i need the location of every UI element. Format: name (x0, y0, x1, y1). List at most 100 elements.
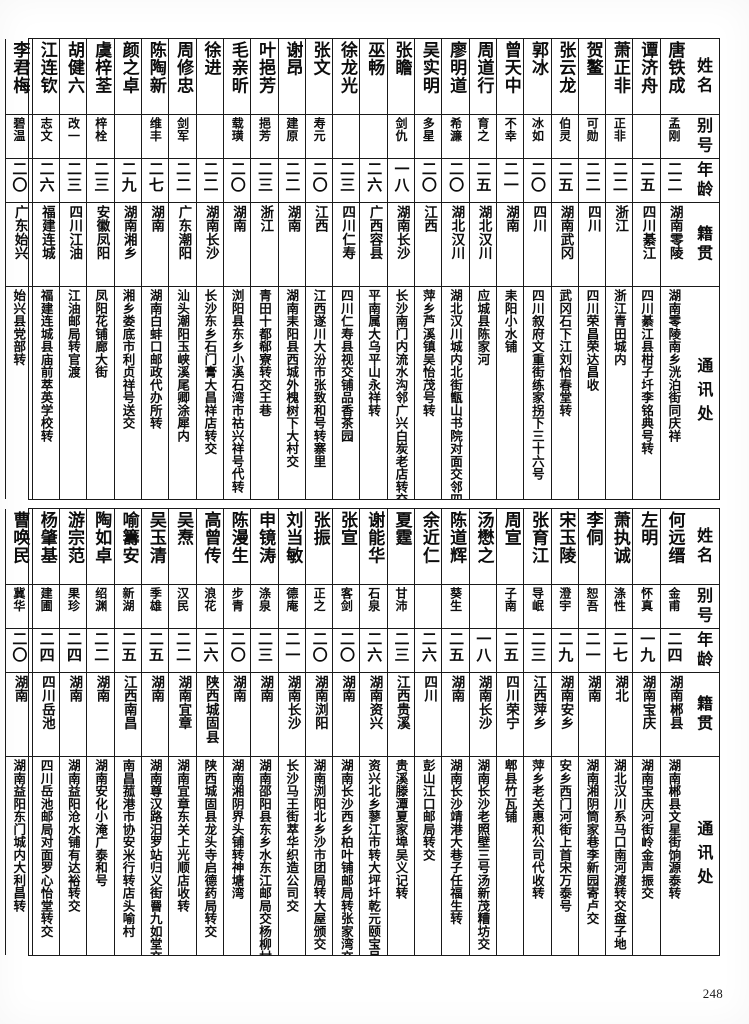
value-origin: 安徽凤阳 (93, 205, 110, 261)
cell-address: 贵溪滕潭夏家埠吴义记转 (388, 757, 414, 955)
value-origin: 四川江油 (66, 205, 83, 261)
value-name: 张瞻 (391, 41, 412, 77)
cell-origin: 广东始兴 (5, 203, 32, 287)
value-name: 张文 (309, 41, 330, 77)
cell-address: 青田十都郗寮转交王巷 (251, 287, 277, 499)
value-name: 申镜涛 (255, 511, 276, 565)
cell-origin: 湖南 (60, 673, 87, 757)
cell-age: 二九 (551, 629, 578, 673)
cell-address: 长沙马王街萃华织造公司交 (279, 757, 305, 955)
value-age: 二二 (610, 161, 629, 193)
value-name: 周修忠 (173, 41, 194, 95)
value-name: 陈漫生 (227, 511, 248, 565)
value-age: 二〇 (228, 161, 247, 193)
cell-origin: 江西萍乡 (524, 673, 551, 757)
cell-origin: 江西 (305, 203, 333, 287)
cell-address: 湖南长沙靖港大巷子任福生转 (442, 757, 468, 955)
value-alias: 甘沛 (394, 587, 408, 612)
value-age: 二六 (365, 161, 384, 193)
cell-origin: 浙江 (606, 203, 633, 287)
value-origin: 四川岳池 (38, 675, 55, 731)
value-alias: 子南 (503, 587, 518, 612)
value-origin: 湖南长沙 (284, 675, 301, 731)
roster-entry-column: 张瞻 剑仇 一八 湖南长沙 长沙南门内流水沟邻广兴白炭老店转交 (386, 39, 415, 499)
cell-origin: 湖南 (87, 673, 114, 757)
value-address: 彭山江口邮局转交 (420, 759, 436, 861)
value-origin: 湖南湘乡 (120, 205, 137, 261)
cell-alias: 冰如 (524, 115, 551, 159)
cell-address: 应城县陈家河 (470, 287, 496, 499)
value-address: 湖南宜章东关上光顺店收转 (175, 759, 191, 912)
value-address: 长沙东乡石门膏大昌祥店转交 (202, 289, 218, 455)
value-alias: 载璜 (230, 117, 245, 142)
cell-origin: 湖南 (333, 673, 360, 757)
value-origin: 湖南 (257, 675, 274, 703)
value-name: 李侗 (582, 511, 603, 547)
roster-entry-column: 喻籌安 新湖 二五 江西南昌 南昌菰港市协安米行转店头喻村 (113, 509, 142, 955)
cell-alias: 涤泉 (251, 585, 278, 629)
cell-age: 二三 (333, 159, 360, 203)
value-address: 湖南安化小淹广泰和号 (93, 759, 109, 887)
value-name: 徐龙光 (336, 41, 357, 95)
cell-name: 张云龙 (551, 39, 578, 115)
value-origin: 湖南宜章 (175, 675, 192, 731)
cell-origin: 四川江油 (60, 203, 87, 287)
cell-age: 二二 (660, 159, 687, 203)
roster-entry-column: 夏霆 甘沛 二三 江西贵溪 贵溪滕潭夏家埠吴义记转 (386, 509, 415, 955)
value-name: 谢能华 (364, 511, 385, 565)
value-alias: 挹芳 (257, 117, 272, 142)
cell-age: 二三 (251, 159, 278, 203)
cell-age: 二三 (387, 629, 415, 673)
value-age: 二九 (119, 161, 138, 193)
cell-alias: 正之 (305, 585, 333, 629)
cell-name: 陈陶新 (142, 39, 169, 115)
value-address: 武冈石下江刘怡春堂转 (557, 289, 573, 417)
cell-address: 陕西城固县龙头寺启德药局转交 (197, 757, 223, 955)
cell-address: 萍乡芦溪镇吴怡茂号转 (415, 287, 441, 499)
cell-alias: 浪花 (196, 585, 223, 629)
cell-name: 谢昂 (278, 39, 305, 115)
value-address: 湖南益阳沧水铺有达裕转交 (65, 759, 81, 912)
value-origin: 江西南昌 (120, 675, 137, 731)
cell-alias: 育之 (469, 115, 496, 159)
cell-age: 二〇 (223, 629, 251, 673)
header-cell-origin: 籍贯 (687, 203, 719, 287)
cell-name: 申镜涛 (251, 509, 278, 585)
cell-origin: 陕西城固县 (196, 673, 223, 757)
roster-entry-column: 高曾传 浪花 二六 陕西城固县 陕西城固县龙头寺启德药局转交 (195, 509, 223, 955)
value-name: 吴玉清 (145, 511, 166, 565)
value-origin: 湖南 (448, 675, 465, 703)
value-address: 四川仁寿县视交铺品香茶园 (338, 289, 354, 442)
value-age: 二二 (201, 161, 220, 193)
value-age: 二六 (365, 631, 384, 663)
cell-alias: 葵生 (442, 585, 469, 629)
header-cell-address: 通讯处 (687, 287, 719, 499)
cell-alias (415, 585, 442, 629)
cell-name: 余近仁 (415, 509, 442, 585)
value-address: 四川綦江县柑子圲李铭典号转 (639, 289, 655, 455)
header-label-origin: 籍贯 (694, 224, 714, 265)
value-name: 汤懋之 (473, 511, 494, 565)
cell-name: 谢能华 (360, 509, 387, 585)
value-alias: 育之 (475, 117, 490, 142)
cell-age: 一八 (469, 629, 496, 673)
value-address: 浏阳县东乡小溪石湾市祜兴祥号代转 (229, 289, 245, 493)
value-name: 游宗范 (63, 511, 84, 565)
value-origin: 江西 (311, 205, 328, 233)
value-alias: 建圃 (39, 587, 54, 612)
cell-address: 湖南宜章东关上光顺店收转 (169, 757, 195, 955)
value-address: 浙江青田城内 (611, 289, 627, 366)
cell-age: 二五 (551, 159, 578, 203)
cell-address: 耒阳小水铺 (497, 287, 523, 499)
header-label-alias: 别号 (694, 116, 714, 157)
cell-name: 谭济舟 (633, 39, 660, 115)
cell-alias: 绍渊 (87, 585, 114, 629)
value-age: 二一 (283, 631, 302, 663)
value-alias: 可勋 (585, 117, 600, 142)
cell-address: 湘乡娄底市利贞祥号送交 (115, 287, 141, 499)
cell-name: 曾天中 (496, 39, 524, 115)
header-label-age: 年龄 (694, 630, 714, 671)
cell-alias: 涤性 (606, 585, 633, 629)
value-alias: 改一 (66, 117, 81, 142)
cell-origin: 湖南 (496, 203, 524, 287)
